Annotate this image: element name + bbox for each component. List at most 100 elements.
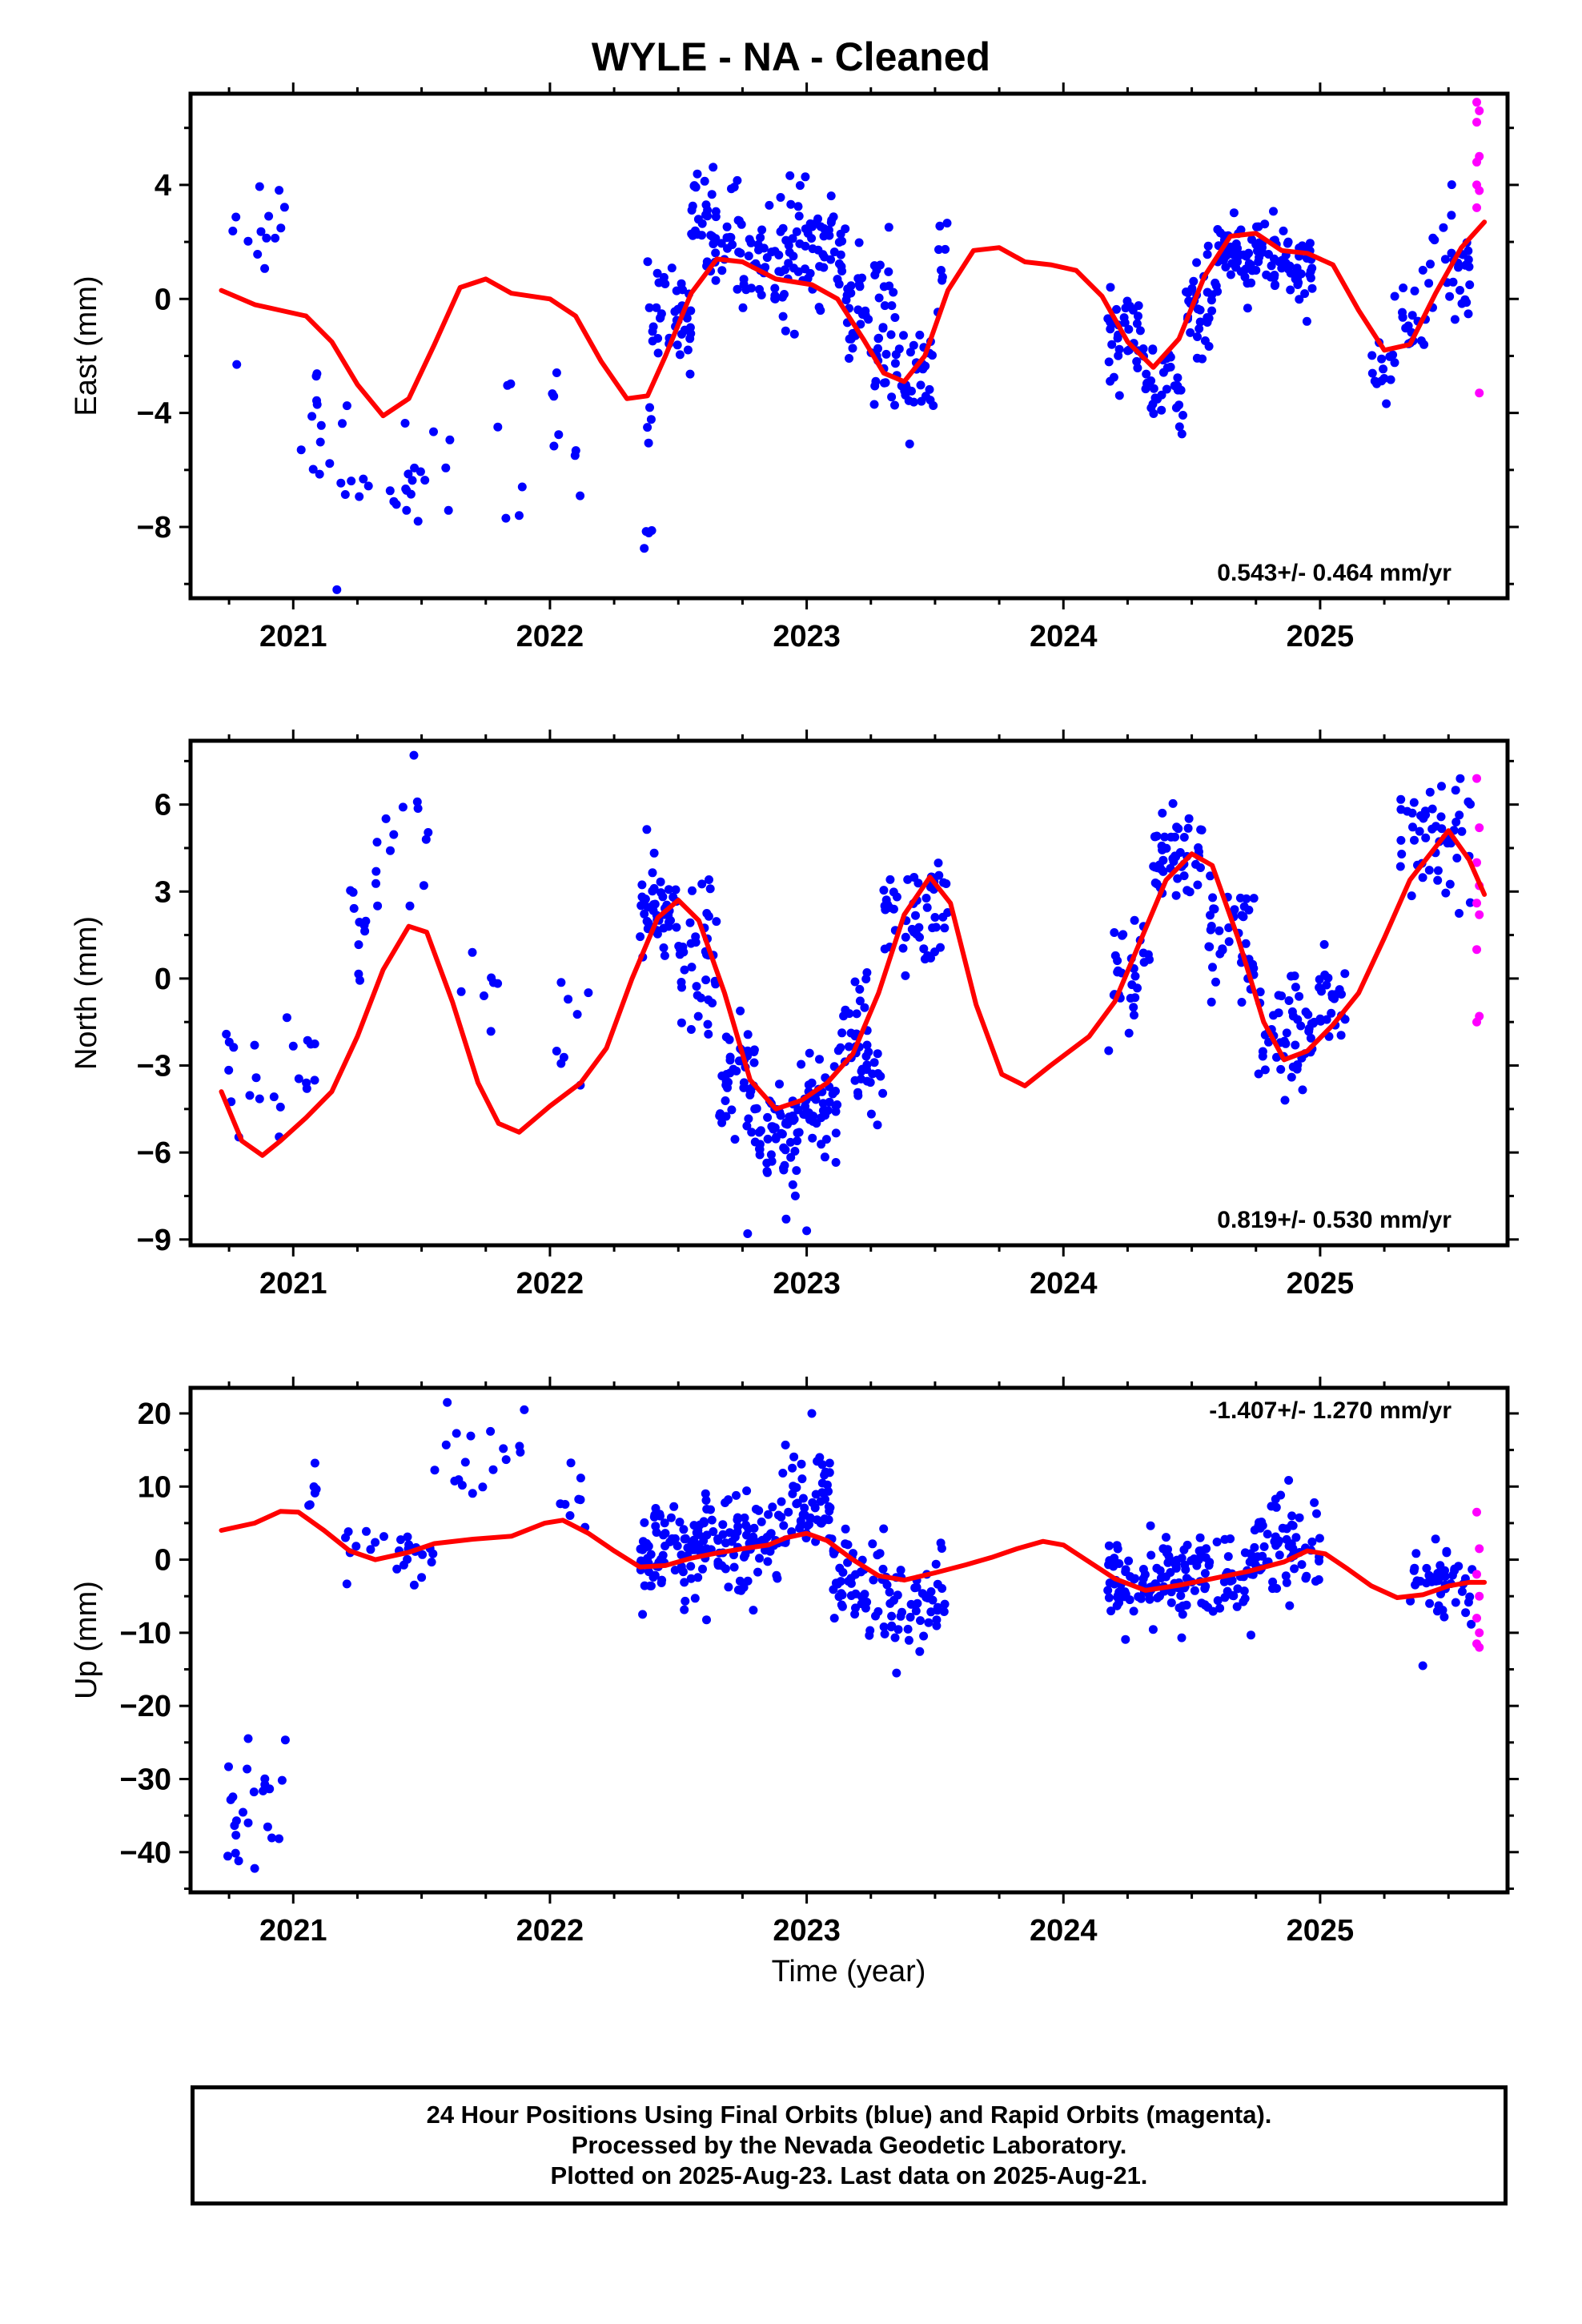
east-data-point: [688, 201, 697, 211]
up-data-point: [829, 1614, 839, 1623]
north-data-point: [850, 1076, 860, 1085]
up-rapid-point: [1472, 1614, 1482, 1623]
up-data-point: [648, 1573, 658, 1582]
east-data-point: [646, 415, 656, 424]
north-data-point: [1130, 915, 1139, 925]
up-data-point: [501, 1455, 511, 1465]
up-data-point: [1275, 1550, 1284, 1560]
up-data-point: [670, 1566, 680, 1575]
east-data-point: [776, 193, 785, 202]
east-data-point: [232, 360, 242, 369]
north-data-point: [1281, 1039, 1291, 1048]
north-data-point: [1287, 1072, 1296, 1082]
north-data-point: [1410, 835, 1419, 845]
up-data-point: [817, 1460, 827, 1470]
east-data-point: [391, 500, 401, 509]
up-data-point: [661, 1529, 670, 1538]
north-data-point: [224, 1037, 234, 1047]
east-data-point: [1126, 302, 1135, 311]
up-data-point: [223, 1852, 232, 1861]
up-data-point: [933, 1579, 942, 1589]
north-data-point: [656, 877, 665, 887]
north-rapid-point: [1472, 1017, 1482, 1027]
up-data-point: [1439, 1612, 1449, 1622]
up-data-point: [1179, 1545, 1189, 1554]
east-data-point: [792, 227, 801, 236]
north-data-point: [456, 987, 466, 996]
east-data-point: [722, 222, 732, 231]
east-data-point: [554, 430, 564, 440]
east-data-point: [780, 290, 789, 299]
up-data-point: [868, 1539, 877, 1549]
east-data-point: [645, 403, 654, 412]
east-data-point: [1173, 373, 1182, 383]
east-data-point: [894, 344, 904, 354]
north-data-point: [1291, 1040, 1300, 1050]
up-data-point: [749, 1606, 758, 1615]
north-data-point: [715, 1111, 725, 1120]
north-data-point: [1456, 774, 1465, 783]
east-data-point: [853, 305, 863, 315]
up-data-point: [669, 1536, 678, 1546]
east-data-point: [1300, 289, 1310, 299]
north-data-point: [405, 901, 415, 911]
east-data-point: [647, 526, 656, 535]
east-data-point: [1386, 375, 1395, 384]
east-data-point: [262, 233, 271, 243]
up-data-point: [680, 1578, 689, 1587]
north-x-tick-label: 2023: [773, 1267, 841, 1301]
east-data-point: [315, 469, 324, 479]
north-data-point: [1415, 826, 1424, 836]
north-data-point: [704, 911, 713, 921]
up-data-point: [1178, 1610, 1187, 1619]
north-data-point: [1452, 854, 1462, 862]
up-data-point: [640, 1518, 649, 1527]
east-data-point: [795, 181, 805, 191]
up-data-point: [1146, 1550, 1156, 1560]
up-data-point: [1105, 1578, 1114, 1588]
east-data-point: [493, 422, 503, 432]
east-data-point: [1379, 364, 1388, 374]
up-data-point: [1311, 1577, 1320, 1586]
north-data-point: [1249, 894, 1259, 903]
up-data-point: [263, 1822, 272, 1831]
north-data-point: [398, 802, 408, 812]
east-data-point: [255, 182, 264, 191]
north-data-point: [1455, 810, 1464, 820]
up-data-point: [718, 1520, 728, 1530]
east-data-point: [1295, 295, 1304, 304]
east-rapid-point: [1472, 98, 1482, 107]
east-data-point: [347, 476, 356, 486]
east-data-point: [549, 441, 559, 451]
north-data-point: [1397, 850, 1407, 858]
north-data-point: [743, 1229, 753, 1239]
up-data-point: [701, 1496, 711, 1505]
east-data-point: [264, 211, 274, 221]
north-data-point: [665, 918, 673, 927]
up-data-point: [733, 1585, 743, 1594]
east-data-point: [1244, 259, 1254, 268]
up-data-point: [1195, 1546, 1204, 1556]
north-panel: 2021 2022 2023 2024 2025 −9 −6 −3 0 3 6 North (mm) 0…: [70, 730, 1519, 1301]
north-data-point: [744, 1114, 753, 1124]
up-rapid-point: [1472, 1570, 1482, 1579]
north-data-point: [797, 1059, 806, 1069]
up-data-point: [231, 1848, 240, 1858]
east-data-point: [672, 286, 681, 296]
up-data-point: [1257, 1518, 1267, 1526]
up-data-point: [789, 1482, 798, 1491]
north-data-point: [412, 797, 422, 806]
east-data-point: [1229, 208, 1239, 218]
up-data-point: [576, 1495, 585, 1505]
up-data-point: [813, 1515, 822, 1525]
up-data-point: [885, 1598, 895, 1608]
east-data-point: [400, 419, 410, 428]
north-data-point: [1433, 866, 1443, 875]
north-data-point: [697, 879, 707, 889]
east-data-point: [1109, 372, 1118, 382]
north-data-point: [792, 1166, 801, 1176]
north-data-point: [1205, 942, 1215, 951]
up-data-point: [651, 1522, 661, 1531]
north-data-point: [901, 971, 910, 980]
up-data-point: [1215, 1603, 1225, 1613]
